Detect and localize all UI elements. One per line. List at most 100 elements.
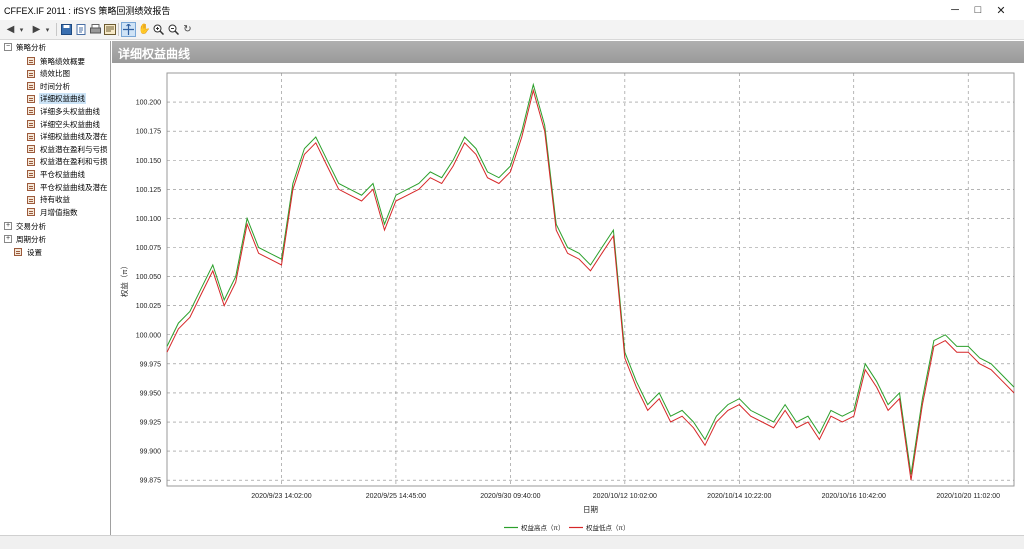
forward-dropdown-icon[interactable]: ▾ [45, 26, 50, 34]
report-doc-icon [27, 132, 35, 141]
tree-item[interactable]: 月增值指数 [27, 206, 79, 218]
y-tick-label: 100.000 [136, 332, 161, 339]
tree-root-label: 策略分析 [16, 42, 46, 52]
report-doc-icon [27, 157, 35, 166]
close-button[interactable]: ✕ [996, 4, 1006, 17]
y-tick-label: 99.875 [140, 478, 162, 485]
report-doc-icon [27, 145, 35, 154]
x-tick-label: 2020/9/30 09:40:00 [480, 493, 540, 500]
tree-item-label: 平仓权益曲线及潜在 [40, 182, 108, 192]
tree-group-trade-analysis[interactable]: + 交易分析 [4, 220, 47, 232]
tree-item-label: 策略绩效概要 [40, 56, 85, 66]
y-tick-label: 100.050 [136, 274, 161, 281]
panel-title: 详细权益曲线 [118, 47, 191, 61]
tree-item-label: 绩效比图 [40, 69, 70, 79]
pointer-icon[interactable] [121, 22, 136, 37]
panel-header: 详细权益曲线 [112, 41, 1024, 63]
tree-group-label: 交易分析 [16, 221, 46, 231]
status-bar [0, 535, 1024, 549]
print-icon[interactable] [88, 22, 103, 37]
report-doc-icon [27, 107, 35, 116]
zoom-in-icon[interactable] [151, 22, 166, 37]
minimize-button[interactable]: ─ [951, 4, 959, 16]
y-tick-label: 99.925 [140, 420, 162, 427]
tree-item[interactable]: 详细权益曲线及潜在 [27, 131, 109, 143]
tree-item[interactable]: 持有收益 [27, 194, 71, 206]
tree-item[interactable]: 平仓权益曲线 [27, 168, 86, 180]
y-tick-label: 100.125 [136, 187, 161, 194]
tree-item-label: 详细空头权益曲线 [40, 119, 100, 129]
y-tick-label: 100.150 [136, 158, 161, 165]
forward-icon[interactable]: ▶ [32, 24, 41, 35]
tree-item-label: 设置 [27, 247, 42, 257]
tree-item-label: 详细多头权益曲线 [40, 106, 100, 116]
y-tick-label: 100.175 [136, 129, 161, 136]
tree-group-label: 周期分析 [16, 234, 46, 244]
hand-pan-icon[interactable]: ✋ [138, 24, 151, 35]
legend-label-0: 权益高点（π） [521, 523, 565, 532]
y-tick-label: 100.100 [136, 216, 161, 223]
report-doc-icon [27, 82, 35, 91]
export-icon[interactable] [74, 22, 89, 37]
y-tick-label: 100.200 [136, 100, 161, 107]
expand-icon[interactable]: + [4, 235, 12, 243]
equity-chart: 100.200 100.175 100.150 100.125 100.100 100.0… [112, 63, 1024, 535]
tree-item-label: 平仓权益曲线 [40, 169, 85, 179]
save-icon[interactable] [59, 22, 74, 37]
legend-label-1: 权益低点（π） [586, 523, 630, 532]
tree-group-period-analysis[interactable]: + 周期分析 [4, 233, 47, 245]
report-icon[interactable] [102, 22, 117, 37]
toolbar: ◀ ▾ ▶ ▾ ✋ ↻ [0, 20, 1024, 40]
tree-item-label: 月增值指数 [40, 207, 78, 217]
tree-item-label: 时间分析 [40, 81, 70, 91]
tree-item[interactable]: 权益潜在盈利与亏损 [27, 143, 109, 155]
report-doc-icon [27, 57, 35, 65]
title-bar: CFFEX.IF 2011 : ifSYS 策略回测绩效报告 ─ □ ✕ [0, 0, 1024, 20]
tree-item-label: 权益潜在盈利和亏损 [40, 157, 108, 167]
collapse-icon[interactable]: − [4, 43, 12, 51]
report-doc-icon [27, 69, 35, 78]
tree-item-settings[interactable]: 设置 [14, 246, 43, 258]
tree-item-label: 详细权益曲线及潜在 [40, 132, 108, 142]
report-doc-icon [27, 120, 35, 128]
series-line-1 [166, 88, 1015, 481]
y-tick-label: 100.025 [136, 303, 161, 310]
report-doc-icon [27, 94, 35, 103]
x-tick-label: 2020/10/12 10:02:00 [593, 493, 657, 500]
report-doc-icon [27, 183, 35, 191]
back-dropdown-icon[interactable]: ▾ [19, 26, 24, 34]
sidebar-tree: − 策略分析 策略绩效概要 绩效比图时间分析详细权益曲线 详细多头权益曲线 详细空头权… [0, 41, 111, 535]
tree-item[interactable]: 详细权益曲线 [27, 93, 86, 105]
equity-chart-svg: 100.200 100.175 100.150 100.125 100.100 100.0… [119, 72, 1015, 532]
tree-item-label: 持有收益 [40, 195, 70, 205]
tree-item[interactable]: 详细空头权益曲线 [27, 118, 101, 130]
settings-doc-icon [14, 248, 22, 256]
tree-item[interactable]: 时间分析 [27, 80, 71, 92]
report-doc-icon [27, 208, 35, 217]
x-axis-title: 日期 [583, 505, 598, 514]
x-tick-label: 2020/9/25 14:45:00 [366, 493, 426, 500]
y-axis-title: 权益（π） [119, 262, 129, 297]
x-tick-label: 2020/10/20 11:02:00 [936, 493, 1000, 500]
maximize-button[interactable]: □ [974, 4, 982, 16]
report-doc-icon [27, 195, 35, 204]
plot-frame [166, 72, 1015, 487]
tree-item[interactable]: 详细多头权益曲线 [27, 105, 101, 117]
y-tick-label: 99.900 [140, 449, 162, 456]
report-doc-icon [27, 170, 35, 179]
tree-root-strategy-analysis[interactable]: − 策略分析 [4, 41, 47, 53]
tree-item[interactable]: 平仓权益曲线及潜在 [27, 181, 109, 193]
tree-item[interactable]: 绩效比图 [27, 68, 71, 80]
toolbar-separator [118, 23, 119, 36]
x-tick-label: 2020/10/16 10:42:00 [822, 493, 886, 500]
y-tick-label: 99.975 [140, 361, 162, 368]
back-icon[interactable]: ◀ [6, 24, 15, 35]
zoom-out-icon[interactable] [166, 22, 181, 37]
tree-item[interactable]: 策略绩效概要 [27, 55, 86, 67]
expand-icon[interactable]: + [4, 222, 12, 230]
refresh-icon[interactable]: ↻ [183, 24, 192, 35]
series-line-0 [166, 82, 1015, 475]
y-tick-label: 99.950 [140, 390, 162, 397]
tree-item[interactable]: 权益潜在盈利和亏损 [27, 156, 109, 168]
